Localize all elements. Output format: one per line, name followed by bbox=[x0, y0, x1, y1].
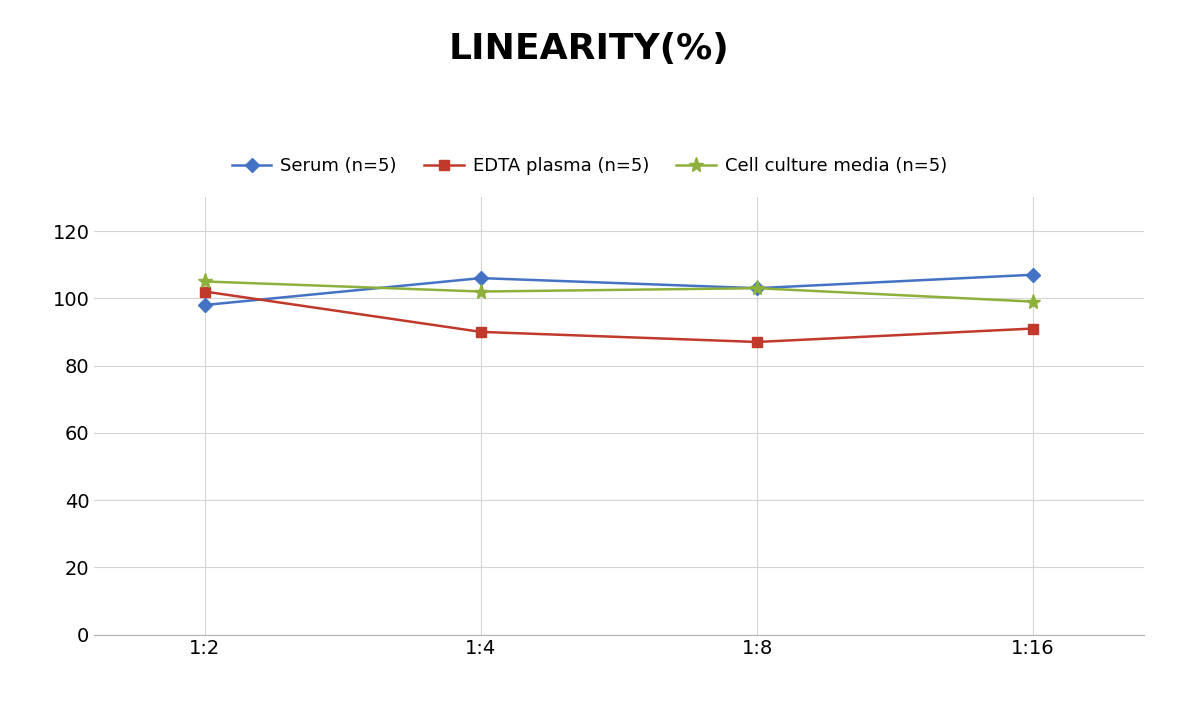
EDTA plasma (n=5) bbox=[198, 288, 212, 296]
Line: Cell culture media (n=5): Cell culture media (n=5) bbox=[197, 274, 1041, 309]
EDTA plasma (n=5) bbox=[474, 328, 488, 336]
EDTA plasma (n=5) bbox=[1026, 324, 1040, 333]
Cell culture media (n=5) bbox=[198, 277, 212, 286]
Line: EDTA plasma (n=5): EDTA plasma (n=5) bbox=[200, 287, 1038, 347]
Serum (n=5) bbox=[198, 301, 212, 309]
Cell culture media (n=5) bbox=[1026, 298, 1040, 306]
Cell culture media (n=5) bbox=[750, 284, 764, 293]
Line: Serum (n=5): Serum (n=5) bbox=[200, 270, 1038, 310]
Serum (n=5) bbox=[1026, 271, 1040, 279]
Text: LINEARITY(%): LINEARITY(%) bbox=[449, 32, 730, 66]
Serum (n=5) bbox=[750, 284, 764, 293]
EDTA plasma (n=5) bbox=[750, 338, 764, 346]
Legend: Serum (n=5), EDTA plasma (n=5), Cell culture media (n=5): Serum (n=5), EDTA plasma (n=5), Cell cul… bbox=[224, 150, 955, 183]
Cell culture media (n=5) bbox=[474, 288, 488, 296]
Serum (n=5) bbox=[474, 274, 488, 282]
